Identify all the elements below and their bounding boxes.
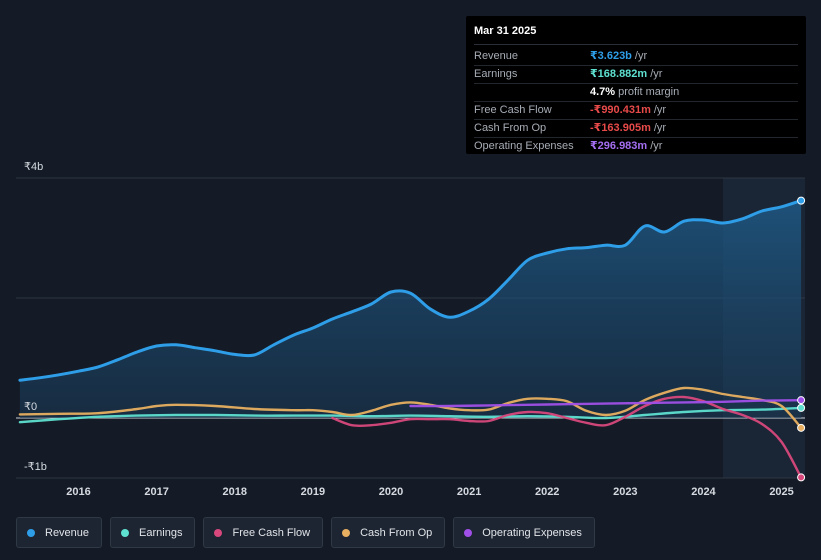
legend-label: Cash From Op: [360, 526, 433, 539]
legend-label: Revenue: [45, 526, 90, 539]
tooltip-label: [474, 84, 590, 101]
tooltip-unit: /yr: [634, 50, 648, 62]
legend-item-free-cash-flow[interactable]: Free Cash Flow: [203, 517, 324, 548]
tooltip-value: -₹163.905m: [590, 122, 651, 134]
x-tick-label: 2025: [769, 486, 793, 498]
tooltip-label: Operating Expenses: [474, 140, 574, 152]
tooltip-value: ₹168.882m: [590, 68, 648, 80]
series-layer: [18, 196, 806, 482]
tooltip-label: Revenue: [474, 50, 519, 62]
x-tick-label: 2018: [222, 486, 246, 498]
tooltip-panel: Mar 31 2025 Revenue ₹3.623b /yr Earnings…: [466, 16, 806, 154]
y-tick-label: ₹4b: [24, 161, 43, 173]
legend-dot-icon: [342, 528, 351, 537]
series-line-cash-from-op: [18, 386, 803, 429]
x-tick-label: 2020: [379, 486, 403, 498]
series-line-free-cash-flow: [331, 395, 803, 479]
x-tick-label: 2016: [66, 486, 90, 498]
legend-label: Free Cash Flow: [232, 526, 311, 539]
series-end-point-operating-expenses: [797, 396, 806, 405]
legend-item-earnings[interactable]: Earnings: [110, 517, 196, 548]
tooltip-row-cash-from-op: Cash From Op -₹163.905m /yr: [474, 120, 798, 138]
legend-item-operating-expenses[interactable]: Operating Expenses: [453, 517, 595, 548]
legend-dot-icon: [27, 528, 35, 537]
series-line-earnings: [18, 406, 803, 424]
x-tick-label: 2024: [691, 486, 716, 498]
tooltip-unit: profit margin: [618, 86, 680, 98]
legend-dot-icon: [121, 528, 130, 537]
tooltip-unit: /yr: [650, 140, 663, 152]
tooltip-row-revenue: Revenue ₹3.623b /yr: [474, 48, 798, 66]
tooltip-label: Cash From Op: [474, 122, 547, 134]
tooltip-row-free-cash-flow: Free Cash Flow -₹990.431m /yr: [474, 102, 798, 120]
y-axis-labels: ₹4b ₹0 -₹1b: [24, 161, 47, 473]
series-end-point-cash-from-op: [797, 423, 806, 432]
chart-legend: Revenue Earnings Free Cash Flow Cash Fro…: [16, 517, 603, 548]
legend-item-revenue[interactable]: Revenue: [16, 517, 103, 548]
tooltip-value: 4.7%: [590, 86, 616, 98]
tooltip-label: Free Cash Flow: [474, 104, 552, 116]
tooltip-date: Mar 31 2025: [474, 24, 798, 45]
series-end-point-earnings: [797, 403, 806, 412]
x-tick-label: 2023: [613, 486, 637, 498]
legend-dot-icon: [214, 528, 223, 537]
tooltip-row-profit-margin: 4.7% profit margin: [474, 84, 798, 102]
tooltip-unit: /yr: [653, 122, 667, 134]
x-tick-label: 2019: [301, 486, 325, 498]
legend-label: Operating Expenses: [482, 526, 582, 539]
series-area-revenue: [19, 200, 802, 418]
series-end-point-revenue: [797, 196, 806, 205]
tooltip-value: ₹296.983m: [590, 140, 648, 152]
y-tick-label: ₹0: [24, 401, 37, 413]
legend-label: Earnings: [139, 526, 183, 539]
tooltip-unit: /yr: [653, 104, 667, 116]
x-axis-labels: 2016 2017 2018 2019 2020 2021 2022 2023 2024 2025: [66, 486, 794, 498]
x-tick-label: 2022: [535, 486, 559, 498]
tooltip-unit: /yr: [650, 68, 663, 80]
x-tick-label: 2021: [457, 486, 481, 498]
tooltip-row-earnings: Earnings ₹168.882m /yr: [474, 66, 798, 84]
series-line-revenue: [18, 199, 803, 382]
legend-dot-icon: [464, 528, 473, 537]
y-tick-label: -₹1b: [24, 461, 47, 473]
tooltip-row-operating-expenses: Operating Expenses ₹296.983m /yr: [474, 138, 798, 155]
tooltip-value: -₹990.431m: [590, 104, 651, 116]
tooltip-label: Earnings: [474, 68, 518, 80]
legend-item-cash-from-op[interactable]: Cash From Op: [331, 517, 446, 548]
series-end-point-free-cash-flow: [797, 473, 806, 482]
tooltip-value: ₹3.623b: [590, 50, 632, 62]
x-tick-label: 2017: [144, 486, 168, 498]
series-line-operating-expenses: [409, 399, 803, 408]
